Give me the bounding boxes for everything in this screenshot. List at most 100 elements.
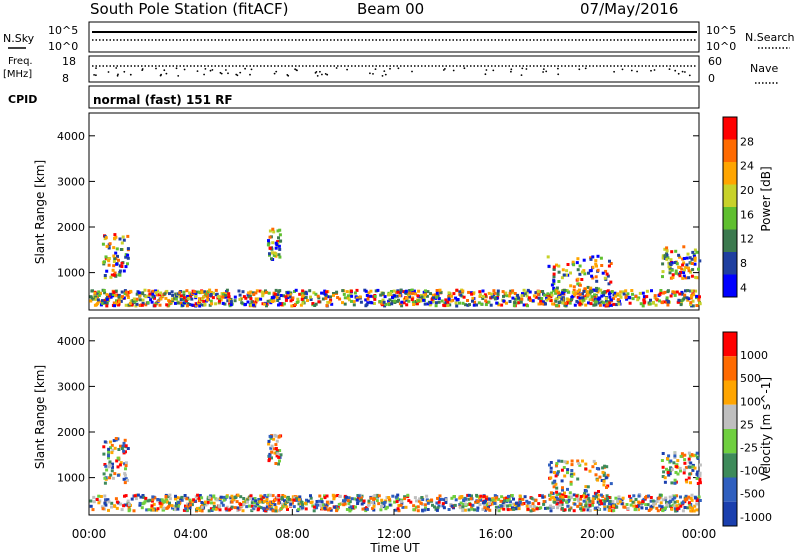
range-cell bbox=[691, 268, 695, 272]
range-cell bbox=[267, 493, 271, 497]
colorbar-segment bbox=[723, 139, 737, 162]
range-cell bbox=[658, 495, 662, 499]
range-cell bbox=[343, 296, 347, 300]
range-cell bbox=[113, 472, 117, 476]
range-cell bbox=[109, 446, 113, 450]
range-cell bbox=[684, 478, 688, 482]
range-cell bbox=[233, 295, 237, 299]
range-cell bbox=[122, 238, 126, 242]
range-cell bbox=[333, 494, 337, 498]
range-cell bbox=[571, 290, 575, 294]
range-cell bbox=[605, 272, 609, 276]
colorbar-tick-label: 25 bbox=[740, 418, 754, 431]
range-cell bbox=[133, 300, 137, 304]
range-cell bbox=[323, 506, 327, 510]
range-cell bbox=[187, 297, 191, 300]
range-cell bbox=[541, 290, 545, 293]
range-cell bbox=[502, 507, 506, 511]
range-cell bbox=[628, 301, 632, 305]
range-cell bbox=[668, 271, 672, 275]
range-cell bbox=[228, 302, 232, 306]
range-cell bbox=[536, 292, 540, 296]
range-cell bbox=[655, 500, 659, 503]
range-cell bbox=[538, 494, 542, 497]
range-cell bbox=[540, 297, 544, 300]
range-cell bbox=[595, 279, 599, 283]
range-cell bbox=[574, 291, 577, 295]
range-cell bbox=[593, 462, 597, 465]
range-cell bbox=[552, 265, 556, 269]
range-cell bbox=[271, 300, 274, 303]
range-cell bbox=[95, 302, 99, 306]
range-cell bbox=[277, 244, 281, 248]
range-cell bbox=[547, 297, 551, 300]
range-cell bbox=[211, 296, 215, 300]
range-cell bbox=[423, 503, 427, 507]
range-cell bbox=[135, 302, 139, 306]
range-cell bbox=[347, 502, 351, 506]
range-cell bbox=[127, 506, 131, 510]
nave-point bbox=[141, 69, 144, 71]
range-cell bbox=[677, 253, 681, 257]
range-cell bbox=[591, 265, 595, 269]
range-cell bbox=[663, 480, 667, 484]
range-cell bbox=[592, 459, 596, 463]
range-cell bbox=[607, 264, 611, 268]
range-cell bbox=[301, 301, 305, 305]
range-cell bbox=[600, 300, 604, 304]
range-cell bbox=[622, 505, 626, 509]
range-cell bbox=[260, 290, 264, 294]
range-cell bbox=[522, 288, 526, 292]
range-cell bbox=[329, 508, 333, 512]
range-cell bbox=[108, 462, 111, 465]
colorbar-tick-label: -25 bbox=[740, 441, 758, 454]
range-cell bbox=[661, 498, 665, 502]
range-cell bbox=[126, 501, 130, 505]
range-cell bbox=[101, 301, 105, 305]
nave-point bbox=[236, 74, 239, 77]
range-cell bbox=[294, 302, 297, 306]
range-cell bbox=[690, 262, 694, 265]
range-cell bbox=[444, 501, 448, 504]
range-cell bbox=[270, 456, 273, 460]
range-cell bbox=[670, 261, 674, 265]
range-cell bbox=[384, 507, 388, 511]
range-cell bbox=[304, 296, 308, 299]
range-cell bbox=[375, 493, 379, 497]
range-cell bbox=[286, 291, 290, 295]
range-cell bbox=[686, 506, 690, 510]
range-cell bbox=[111, 268, 115, 272]
range-cell bbox=[269, 500, 273, 504]
range-cell bbox=[159, 297, 163, 301]
range-cell bbox=[589, 286, 593, 290]
range-cell bbox=[158, 501, 162, 505]
range-cell bbox=[369, 294, 373, 298]
range-cell bbox=[584, 296, 588, 300]
range-cell bbox=[238, 293, 242, 297]
range-cell bbox=[158, 293, 162, 297]
range-cell bbox=[393, 299, 397, 303]
range-cell bbox=[673, 494, 677, 498]
range-cell bbox=[508, 294, 511, 298]
range-cell bbox=[550, 283, 554, 287]
range-cell bbox=[394, 508, 398, 512]
nave-point bbox=[165, 72, 168, 75]
range-cell bbox=[267, 241, 271, 245]
range-cell bbox=[606, 505, 610, 509]
range-cell bbox=[447, 291, 451, 295]
range-cell bbox=[372, 504, 376, 508]
date-label: 07/May/2016 bbox=[580, 0, 678, 18]
range-cell bbox=[176, 301, 180, 305]
range-cell bbox=[352, 303, 356, 307]
range-cell bbox=[557, 270, 561, 274]
range-cell bbox=[609, 262, 613, 265]
range-cell bbox=[497, 303, 501, 307]
range-cell bbox=[123, 472, 127, 476]
range-cell bbox=[110, 501, 114, 505]
range-cell bbox=[225, 505, 229, 509]
range-cell bbox=[192, 498, 196, 502]
range-cell bbox=[106, 498, 110, 502]
range-cell bbox=[471, 292, 475, 296]
range-cell bbox=[214, 302, 218, 306]
range-cell bbox=[274, 509, 278, 513]
